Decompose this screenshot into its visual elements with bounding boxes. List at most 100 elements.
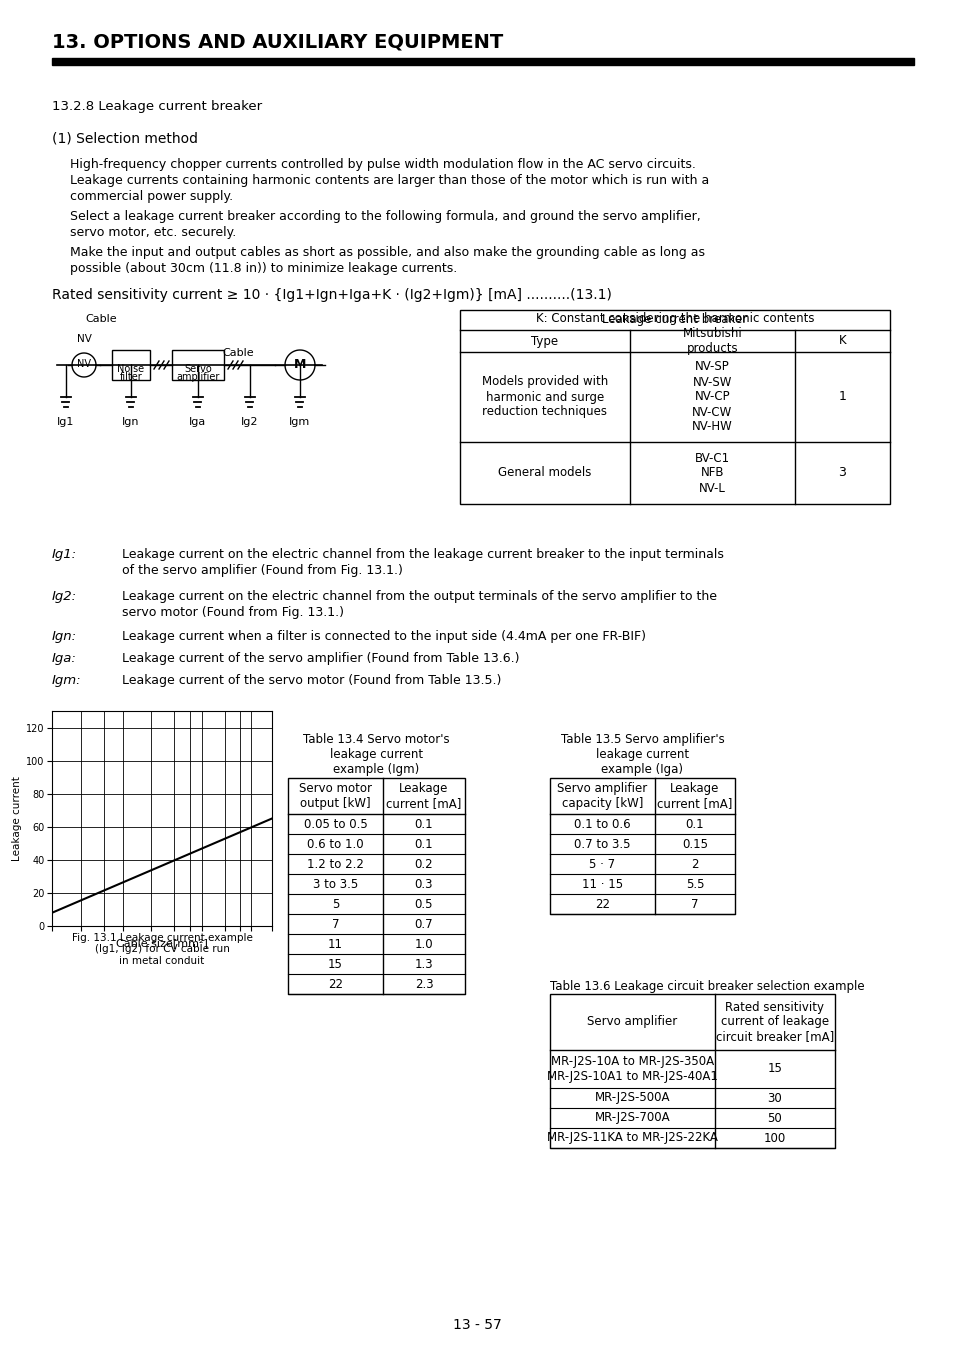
- Text: filter: filter: [119, 373, 142, 382]
- Text: Ig2: Ig2: [241, 417, 258, 427]
- Text: Leakage current on the electric channel from the output terminals of the servo a: Leakage current on the electric channel …: [122, 590, 717, 603]
- Text: 15: 15: [767, 1062, 781, 1076]
- Text: 13. OPTIONS AND AUXILIARY EQUIPMENT: 13. OPTIONS AND AUXILIARY EQUIPMENT: [52, 32, 503, 53]
- Text: Leakage currents containing harmonic contents are larger than those of the motor: Leakage currents containing harmonic con…: [70, 174, 708, 188]
- Text: 0.3: 0.3: [415, 878, 433, 891]
- Text: Leakage current when a filter is connected to the input side (4.4mA per one FR-B: Leakage current when a filter is connect…: [122, 630, 645, 643]
- Text: 5.5: 5.5: [685, 878, 703, 891]
- Text: Ign:: Ign:: [52, 630, 77, 643]
- Text: 5: 5: [332, 898, 339, 910]
- Text: Igm:: Igm:: [52, 674, 82, 687]
- Text: 0.1: 0.1: [415, 818, 433, 830]
- Text: Iga:: Iga:: [52, 652, 77, 666]
- Text: Fig. 13.1 Leakage current example
(Ig1, Ig2) for CV cable run
in metal conduit: Fig. 13.1 Leakage current example (Ig1, …: [71, 933, 253, 967]
- Text: Servo: Servo: [184, 364, 212, 374]
- Text: 0.5: 0.5: [415, 898, 433, 910]
- Text: 0.1: 0.1: [685, 818, 703, 830]
- Text: Cable: Cable: [222, 348, 253, 358]
- Text: MR-J2S-700A: MR-J2S-700A: [594, 1111, 670, 1125]
- Text: Models provided with
harmonic and surge
reduction techniques: Models provided with harmonic and surge …: [481, 375, 607, 418]
- X-axis label: Cable size[mm²]: Cable size[mm²]: [116, 938, 208, 948]
- Text: Table 13.4 Servo motor's
leakage current
example (Igm): Table 13.4 Servo motor's leakage current…: [303, 733, 450, 776]
- Text: 0.1 to 0.6: 0.1 to 0.6: [574, 818, 630, 830]
- Text: MR-J2S-10A to MR-J2S-350A
MR-J2S-10A1 to MR-J2S-40A1: MR-J2S-10A to MR-J2S-350A MR-J2S-10A1 to…: [546, 1054, 718, 1083]
- Text: Leakage
current [mA]: Leakage current [mA]: [386, 782, 461, 810]
- Text: 7: 7: [332, 918, 339, 930]
- Text: NV-SP
NV-SW
NV-CP
NV-CW
NV-HW: NV-SP NV-SW NV-CP NV-CW NV-HW: [691, 360, 732, 433]
- Text: 11: 11: [328, 937, 343, 950]
- Text: BV-C1
NFB
NV-L: BV-C1 NFB NV-L: [694, 451, 729, 494]
- Text: 11 · 15: 11 · 15: [581, 878, 622, 891]
- Text: 15: 15: [328, 957, 342, 971]
- Text: 0.1: 0.1: [415, 837, 433, 850]
- Text: Leakage current breaker: Leakage current breaker: [601, 313, 747, 327]
- Text: Noise: Noise: [117, 364, 145, 374]
- Text: Iga: Iga: [190, 417, 207, 427]
- Text: commercial power supply.: commercial power supply.: [70, 190, 233, 202]
- Text: 1.0: 1.0: [415, 937, 433, 950]
- Text: K: K: [838, 335, 845, 347]
- Bar: [112, 350, 150, 379]
- Text: 13.2.8 Leakage current breaker: 13.2.8 Leakage current breaker: [52, 100, 262, 113]
- Text: Ig1: Ig1: [57, 417, 74, 427]
- Text: Table 13.6 Leakage circuit breaker selection example: Table 13.6 Leakage circuit breaker selec…: [550, 980, 863, 994]
- Text: 0.15: 0.15: [681, 837, 707, 850]
- Text: 0.7 to 3.5: 0.7 to 3.5: [574, 837, 630, 850]
- Text: 0.6 to 1.0: 0.6 to 1.0: [307, 837, 363, 850]
- Text: Servo motor
output [kW]: Servo motor output [kW]: [298, 782, 372, 810]
- Text: possible (about 30cm (11.8 in)) to minimize leakage currents.: possible (about 30cm (11.8 in)) to minim…: [70, 262, 456, 275]
- Bar: [550, 778, 734, 914]
- Text: 1.2 to 2.2: 1.2 to 2.2: [307, 857, 363, 871]
- Text: NV: NV: [76, 333, 91, 344]
- Text: High-frequency chopper currents controlled by pulse width modulation flow in the: High-frequency chopper currents controll…: [70, 158, 695, 171]
- Text: Servo amplifier: Servo amplifier: [587, 1015, 677, 1029]
- Text: 50: 50: [767, 1111, 781, 1125]
- Bar: [550, 994, 834, 1148]
- Text: 0.7: 0.7: [415, 918, 433, 930]
- Bar: [288, 778, 464, 994]
- Text: 1: 1: [838, 390, 845, 404]
- Text: Rated sensitivity current ≥ 10 · {Ig1+Ign+Iga+K · (Ig2+Igm)} [mA] ..........(13.: Rated sensitivity current ≥ 10 · {Ig1+Ig…: [52, 288, 611, 302]
- Text: 0.05 to 0.5: 0.05 to 0.5: [303, 818, 367, 830]
- Text: Select a leakage current breaker according to the following formula, and ground : Select a leakage current breaker accordi…: [70, 211, 700, 223]
- Text: General models: General models: [497, 467, 591, 479]
- Text: 22: 22: [328, 977, 343, 991]
- Text: 3: 3: [838, 467, 845, 479]
- Text: 30: 30: [767, 1092, 781, 1104]
- Text: servo motor, etc. securely.: servo motor, etc. securely.: [70, 225, 236, 239]
- Text: Type: Type: [531, 335, 558, 347]
- Text: Leakage current of the servo amplifier (Found from Table 13.6.): Leakage current of the servo amplifier (…: [122, 652, 519, 666]
- Text: Leakage
current [mA]: Leakage current [mA]: [657, 782, 732, 810]
- Text: Ig2:: Ig2:: [52, 590, 77, 603]
- Text: NV: NV: [77, 359, 91, 369]
- Text: Mitsubishi
products: Mitsubishi products: [682, 327, 741, 355]
- Text: Table 13.5 Servo amplifier's
leakage current
example (Iga): Table 13.5 Servo amplifier's leakage cur…: [560, 733, 723, 776]
- Text: of the servo amplifier (Found from Fig. 13.1.): of the servo amplifier (Found from Fig. …: [122, 564, 402, 576]
- Text: amplifier: amplifier: [176, 373, 219, 382]
- Text: 0.2: 0.2: [415, 857, 433, 871]
- Text: Cable: Cable: [85, 315, 116, 324]
- Text: MR-J2S-11KA to MR-J2S-22KA: MR-J2S-11KA to MR-J2S-22KA: [546, 1131, 718, 1145]
- Text: K: Constant considering the harmonic contents: K: Constant considering the harmonic con…: [536, 312, 814, 325]
- Y-axis label: Leakage current: Leakage current: [11, 776, 22, 861]
- Text: Make the input and output cables as short as possible, and also make the groundi: Make the input and output cables as shor…: [70, 246, 704, 259]
- Text: Rated sensitivity
current of leakage
circuit breaker [mA]: Rated sensitivity current of leakage cir…: [715, 1000, 833, 1044]
- Text: servo motor (Found from Fig. 13.1.): servo motor (Found from Fig. 13.1.): [122, 606, 344, 620]
- Text: Servo amplifier
capacity [kW]: Servo amplifier capacity [kW]: [557, 782, 647, 810]
- Bar: [172, 350, 224, 379]
- Text: 13 - 57: 13 - 57: [452, 1318, 501, 1332]
- Text: MR-J2S-500A: MR-J2S-500A: [594, 1092, 670, 1104]
- Text: 22: 22: [595, 898, 609, 910]
- Text: 5 · 7: 5 · 7: [589, 857, 615, 871]
- Text: 1.3: 1.3: [415, 957, 433, 971]
- Text: Ig1:: Ig1:: [52, 548, 77, 562]
- Text: 7: 7: [691, 898, 698, 910]
- Text: 3 to 3.5: 3 to 3.5: [313, 878, 357, 891]
- Text: 2.3: 2.3: [415, 977, 433, 991]
- Text: 2: 2: [691, 857, 698, 871]
- Text: Ign: Ign: [122, 417, 139, 427]
- Text: 100: 100: [763, 1131, 785, 1145]
- Text: Leakage current on the electric channel from the leakage current breaker to the : Leakage current on the electric channel …: [122, 548, 723, 562]
- Bar: [459, 310, 889, 504]
- Text: (1) Selection method: (1) Selection method: [52, 132, 198, 146]
